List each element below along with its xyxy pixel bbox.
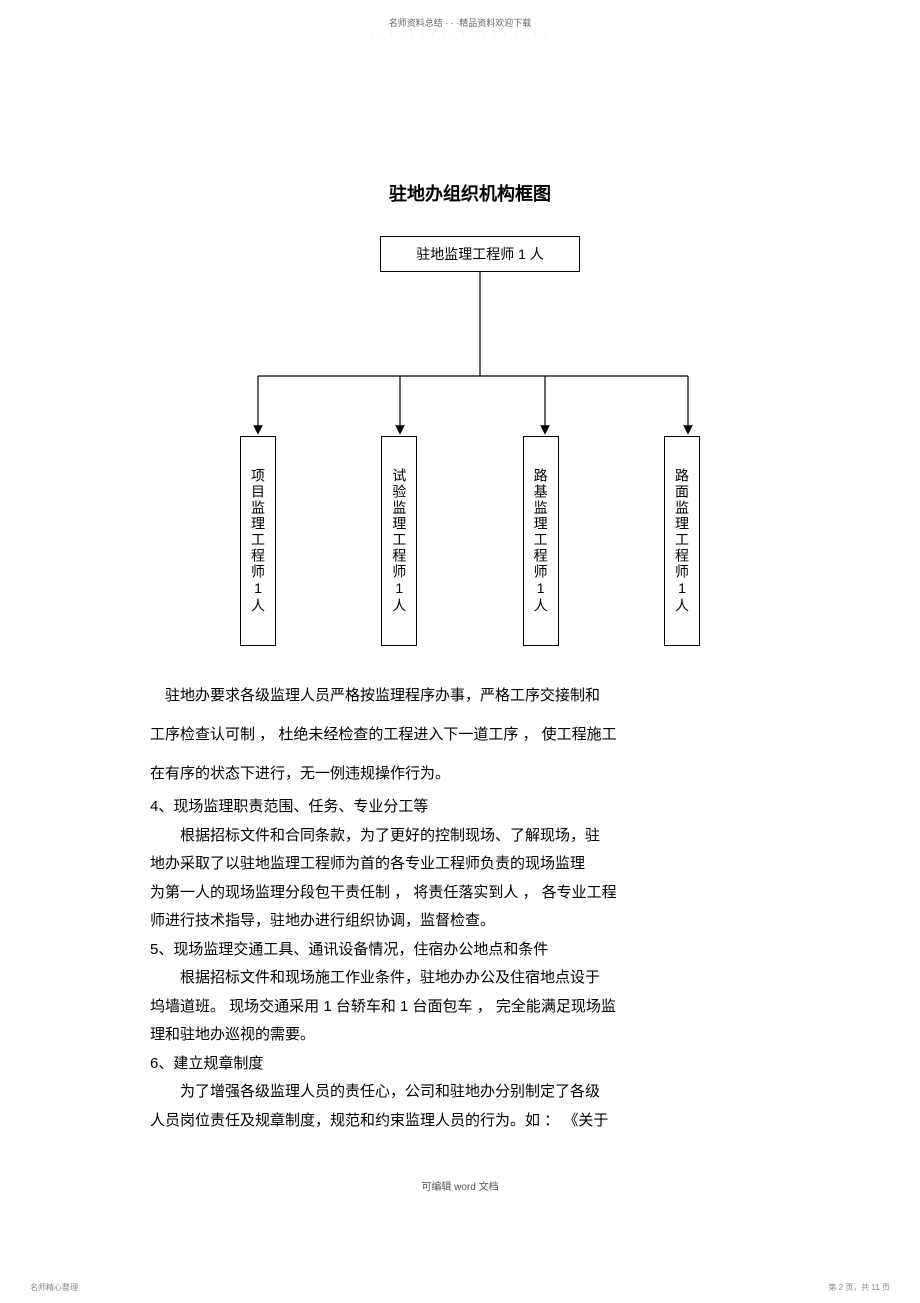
chart-title: 驻地办组织机构框图 xyxy=(150,180,790,206)
page-header: 名师资料总结 · · ·精品资料欢迎下载 · · · · · · · · · ·… xyxy=(0,16,920,38)
para1-line3: 在有序的状态下进行，无一例违规操作行为。 xyxy=(150,754,790,793)
body-text: 驻地办要求各级监理人员严格按监理程序办事，严格工序交接制和 工序检查认可制 ， … xyxy=(150,676,790,1135)
sec5-p3: 理和驻地办巡视的需要。 xyxy=(150,1021,790,1050)
org-chart: 驻地监理工程师 1 人 项目监理工程师1人 试验监理工程师1人 路基监理工程师1… xyxy=(150,226,790,646)
sec4-p4: 师进行技术指导，驻地办进行组织协调，监督检查。 xyxy=(150,907,790,936)
org-child-node: 试验监理工程师1人 xyxy=(381,436,417,646)
org-child-node: 路基监理工程师1人 xyxy=(523,436,559,646)
sec4-title: 4、现场监理职责范围、任务、专业分工等 xyxy=(150,793,790,822)
org-child-node: 项目监理工程师1人 xyxy=(240,436,276,646)
sec4-p2: 地办采取了以驻地监理工程师为首的各专业工程师负责的现场监理 xyxy=(150,850,790,879)
sec5-p2: 坞墙道班。 现场交通采用 1 台轿车和 1 台面包车 ， 完全能满足现场监 xyxy=(150,993,790,1022)
para1-line2: 工序检查认可制 ， 杜绝未经检查的工程进入下一道工序 ， 使工程施工 xyxy=(150,715,790,754)
footer-center: 可编辑 word 文档 xyxy=(0,1178,920,1193)
org-child-node: 路面监理工程师1人 xyxy=(664,436,700,646)
org-children-row: 项目监理工程师1人 试验监理工程师1人 路基监理工程师1人 路面监理工程师1人 xyxy=(150,436,790,646)
sec6-title: 6、建立规章制度 xyxy=(150,1050,790,1079)
main-content: 驻地办组织机构框图 驻地监理工程师 1 人 项目监理工程师1人 试验监理工程师1… xyxy=(150,180,790,1135)
sec4-p1: 根据招标文件和合同条款，为了更好的控制现场、了解现场，驻 xyxy=(150,822,790,851)
org-top-node: 驻地监理工程师 1 人 xyxy=(380,236,580,272)
header-dots: · · · · · · · · · · · · · · · · · · xyxy=(0,31,920,38)
sec6-p1: 为了增强各级监理人员的责任心，公司和驻地办分别制定了各级 xyxy=(150,1078,790,1107)
sec5-p1: 根据招标文件和现场施工作业条件，驻地办办公及住宿地点设于 xyxy=(150,964,790,993)
header-top-line: 名师资料总结 · · ·精品资料欢迎下载 xyxy=(0,16,920,29)
para1-line1: 驻地办要求各级监理人员严格按监理程序办事，严格工序交接制和 xyxy=(150,676,790,715)
org-connector xyxy=(150,272,790,436)
footer-bottom-right: 第 2 页，共 11 页 xyxy=(828,1282,890,1293)
sec5-title: 5、现场监理交通工具、通讯设备情况，住宿办公地点和条件 xyxy=(150,936,790,965)
sec4-p3: 为第一人的现场监理分段包干责任制 ， 将责任落实到人 ， 各专业工程 xyxy=(150,879,790,908)
footer-bottom-left: 名师精心整理 xyxy=(30,1282,78,1293)
sec6-p2: 人员岗位责任及规章制度，规范和约束监理人员的行为。如 ： 《关于 xyxy=(150,1107,790,1136)
